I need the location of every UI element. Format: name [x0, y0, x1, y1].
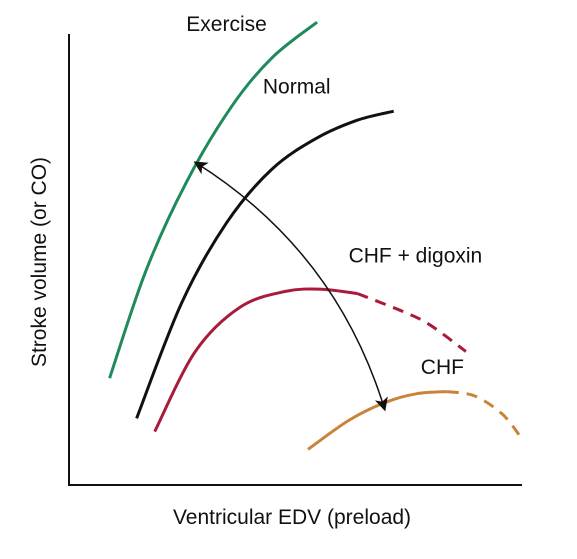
curve-chf [307, 390, 448, 451]
label-chf-digoxin: CHF + digoxin [349, 245, 483, 268]
x-axis-label: Ventricular EDV (preload) [173, 506, 411, 529]
curve-chf-extrapolated [447, 390, 522, 438]
curve-chf-digoxin-extrapolated [357, 292, 467, 353]
label-normal: Normal [263, 75, 331, 98]
curve-chf-digoxin [153, 287, 358, 433]
double-headed-arrow [193, 161, 388, 412]
arrow-layer [193, 161, 388, 412]
curve-labels-layer: Exercise Normal CHF + digoxin CHF [186, 13, 482, 379]
label-exercise: Exercise [186, 13, 267, 36]
y-axis-label: Stroke volume (or CO) [28, 157, 51, 367]
label-chf: CHF [421, 356, 464, 379]
